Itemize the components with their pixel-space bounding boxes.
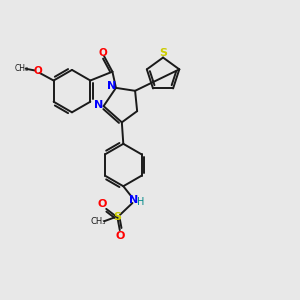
Text: N: N <box>129 195 139 205</box>
Text: O: O <box>98 199 107 209</box>
Text: S: S <box>159 48 167 59</box>
Text: N: N <box>94 100 103 110</box>
Text: O: O <box>115 231 124 241</box>
Text: S: S <box>113 212 122 222</box>
Text: CH₃: CH₃ <box>91 217 106 226</box>
Text: O: O <box>98 48 107 58</box>
Text: H: H <box>137 197 145 207</box>
Text: CH₃: CH₃ <box>14 64 28 73</box>
Text: N: N <box>107 81 116 91</box>
Text: O: O <box>33 66 42 76</box>
